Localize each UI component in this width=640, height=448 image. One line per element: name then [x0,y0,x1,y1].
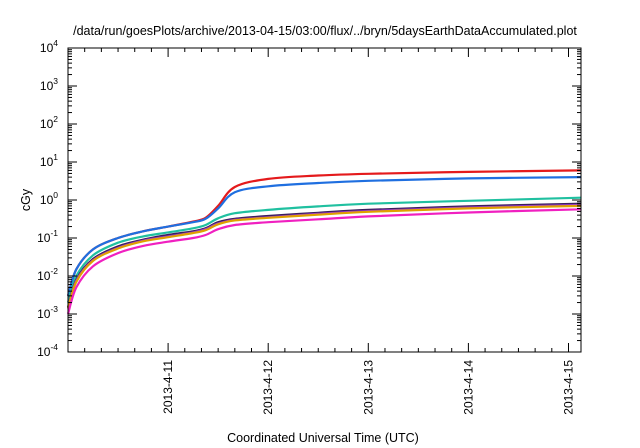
y-tick-label: 102 [40,114,58,131]
x-tick-labels: 2013-4-11 2013-4-12 2013-4-13 2013-4-14 2013… [161,360,575,415]
y-tick-label: 100 [40,190,58,207]
series-line-7 [66,208,582,315]
y-tick-label: 104 [40,38,58,55]
x-tick-label: 2013-4-12 [261,360,275,415]
y-tick-label: 10-2 [37,266,58,283]
series-layer [66,169,582,315]
series-line-5 [66,203,582,309]
y-tick-labels: 10-4 10-3 10-2 10-1 100 101 102 103 104 [37,38,58,359]
series-line-2 [66,176,582,297]
x-tick-label: 2013-4-11 [161,360,175,414]
x-axis-label: Coordinated Universal Time (UTC) [227,431,419,445]
y-tick-label: 10-4 [37,342,58,359]
y-axis-label: cGy [19,188,33,211]
y-tick-label: 103 [40,76,58,93]
x-tick-label: 2013-4-15 [562,360,576,415]
series-line-6 [66,204,582,309]
series-line-3 [66,196,582,303]
x-tick-label: 2013-4-13 [361,360,375,415]
y-tick-label: 10-1 [37,228,58,245]
x-tick-label: 2013-4-14 [461,360,475,415]
y-tick-label: 101 [40,152,58,169]
series-line-1 [66,169,582,297]
y-tick-label: 10-3 [37,304,58,321]
chart-title: /data/run/goesPlots/archive/2013-04-15/0… [73,24,577,38]
ticks-layer [68,47,581,353]
